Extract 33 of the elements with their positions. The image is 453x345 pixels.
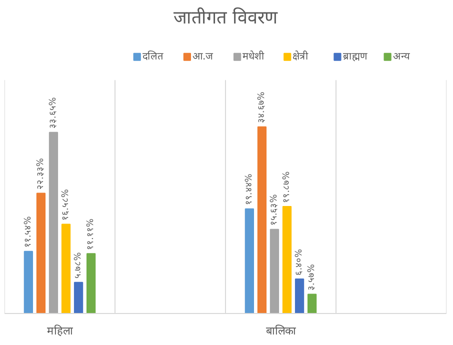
legend-label: ब्राह्मण [342, 51, 368, 62]
bar [294, 278, 304, 314]
data-label: ५.७८% [74, 252, 84, 279]
bar [244, 208, 254, 314]
bar [74, 282, 84, 314]
bar [24, 250, 34, 314]
data-label: २२.३३% [36, 158, 46, 190]
bar [61, 224, 71, 314]
data-label: ३४.६७% [256, 91, 267, 124]
data-label: १६.५८% [61, 188, 72, 220]
chart-title: जातीगत विवरण [174, 6, 278, 28]
legend-label: दलित [142, 50, 164, 62]
bar [257, 126, 267, 314]
bar [270, 228, 280, 314]
bar [86, 253, 96, 314]
legend-label: अन्य [392, 51, 410, 62]
bar [36, 192, 46, 314]
data-label: १९.४४% [244, 173, 254, 206]
x-tick-label: महिला [46, 324, 73, 338]
data-label: ६.४०% [294, 248, 305, 276]
data-label: ११.११% [86, 218, 96, 250]
bar [307, 294, 317, 314]
x-tick-label: बालिका [266, 324, 296, 338]
data-label: ३.५७% [307, 264, 318, 291]
data-label: १९.८७% [282, 170, 292, 203]
data-label: ११.५४% [23, 216, 34, 248]
legend-label: क्षेत्री [292, 50, 309, 62]
data-label: ३३.६५% [48, 96, 58, 129]
bar [282, 206, 292, 314]
data-label: १५.६३% [269, 194, 280, 226]
legend-label: मधेशी [242, 50, 265, 62]
legend-label: आ.ज [192, 51, 214, 62]
bar [48, 132, 58, 314]
